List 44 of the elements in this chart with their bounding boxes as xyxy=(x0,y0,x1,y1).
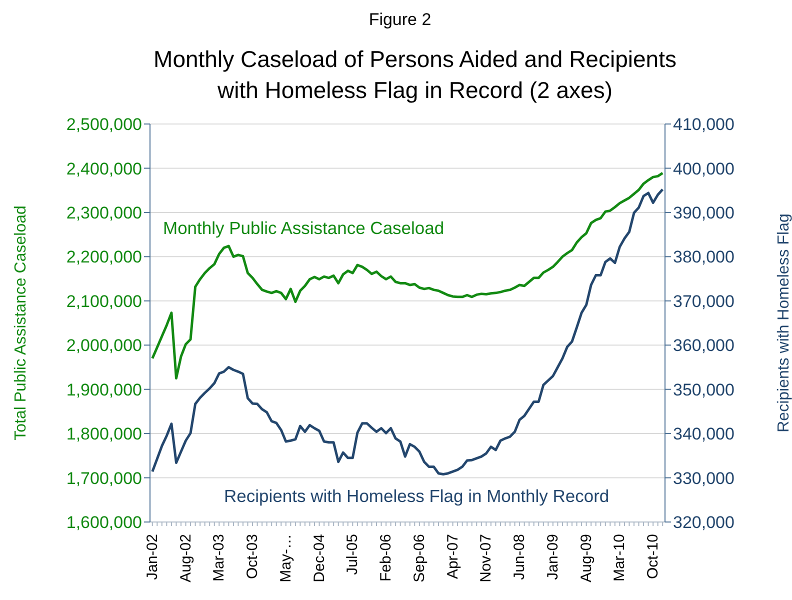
y-axis-title: Total Public Assistance Caseload xyxy=(12,206,30,440)
y-tick-label: 2,500,000 xyxy=(66,115,142,134)
text: Monthly Public Assistance Caseload xyxy=(163,218,444,239)
x-tick-label: Aug-09 xyxy=(578,534,595,582)
x-tick-label: Jul-05 xyxy=(344,534,362,575)
x-tick-label: Oct-03 xyxy=(244,534,262,580)
x-tick-label: Aug-02 xyxy=(177,534,194,582)
y2-tick-label: 410,000 xyxy=(673,115,734,134)
y-tick-label: 1,600,000 xyxy=(66,513,142,532)
x-tick-label: Jan-02 xyxy=(144,534,161,580)
series-label: Recipients with Homeless Flag in Monthly Record xyxy=(224,486,610,507)
x-tick-label: Jan-09 xyxy=(544,534,562,580)
y2-tick-label: 400,000 xyxy=(673,159,734,178)
y2-tick-label: 390,000 xyxy=(673,203,734,222)
x-tick-label: Apr-07 xyxy=(444,534,462,580)
y-tick-label: 1,900,000 xyxy=(66,380,142,400)
chart-title: Monthly Caseload of Persons Aided and Recipients with Homeless Flag in Record (2 axes) xyxy=(152,45,678,105)
y-tick-label: 2,100,000 xyxy=(66,292,142,311)
x-tick-label: Nov-07 xyxy=(478,534,495,582)
y-tick-label: 2,400,000 xyxy=(66,159,142,178)
x-tick-label: Mar-03 xyxy=(210,534,228,582)
y-tick-label: 1,700,000 xyxy=(66,468,142,488)
y2-tick-label: 340,000 xyxy=(673,424,734,444)
x-tick-label: Oct-10 xyxy=(644,534,662,580)
caption: Figure 2 xyxy=(368,10,432,30)
y2-tick-label: 360,000 xyxy=(673,336,734,356)
y2-tick-label: 330,000 xyxy=(673,468,734,488)
y-tick-label: 2,300,000 xyxy=(66,203,142,222)
y2-tick-label: 370,000 xyxy=(673,292,734,311)
x-tick-label: May-… xyxy=(277,534,294,582)
x-tick-label: Dec-04 xyxy=(310,534,328,582)
y2-tick-label: 380,000 xyxy=(673,248,734,267)
x-tick-label: Mar-10 xyxy=(611,534,628,582)
y-tick-label: 1,800,000 xyxy=(66,424,142,444)
x-tick-label: Jun-08 xyxy=(511,534,528,580)
line-series xyxy=(151,172,664,380)
x-tick-label: Sep-06 xyxy=(410,534,428,582)
x-tick-label: Feb-06 xyxy=(378,534,395,582)
y2-tick-label: 320,000 xyxy=(673,513,734,532)
y-tick-label: 2,000,000 xyxy=(66,336,142,356)
y2-tick-label: 350,000 xyxy=(673,380,734,400)
y-tick-label: 2,200,000 xyxy=(66,248,142,267)
line-series xyxy=(151,188,664,476)
y2-axis-title: Recipients with Homeless Flag xyxy=(776,214,792,432)
